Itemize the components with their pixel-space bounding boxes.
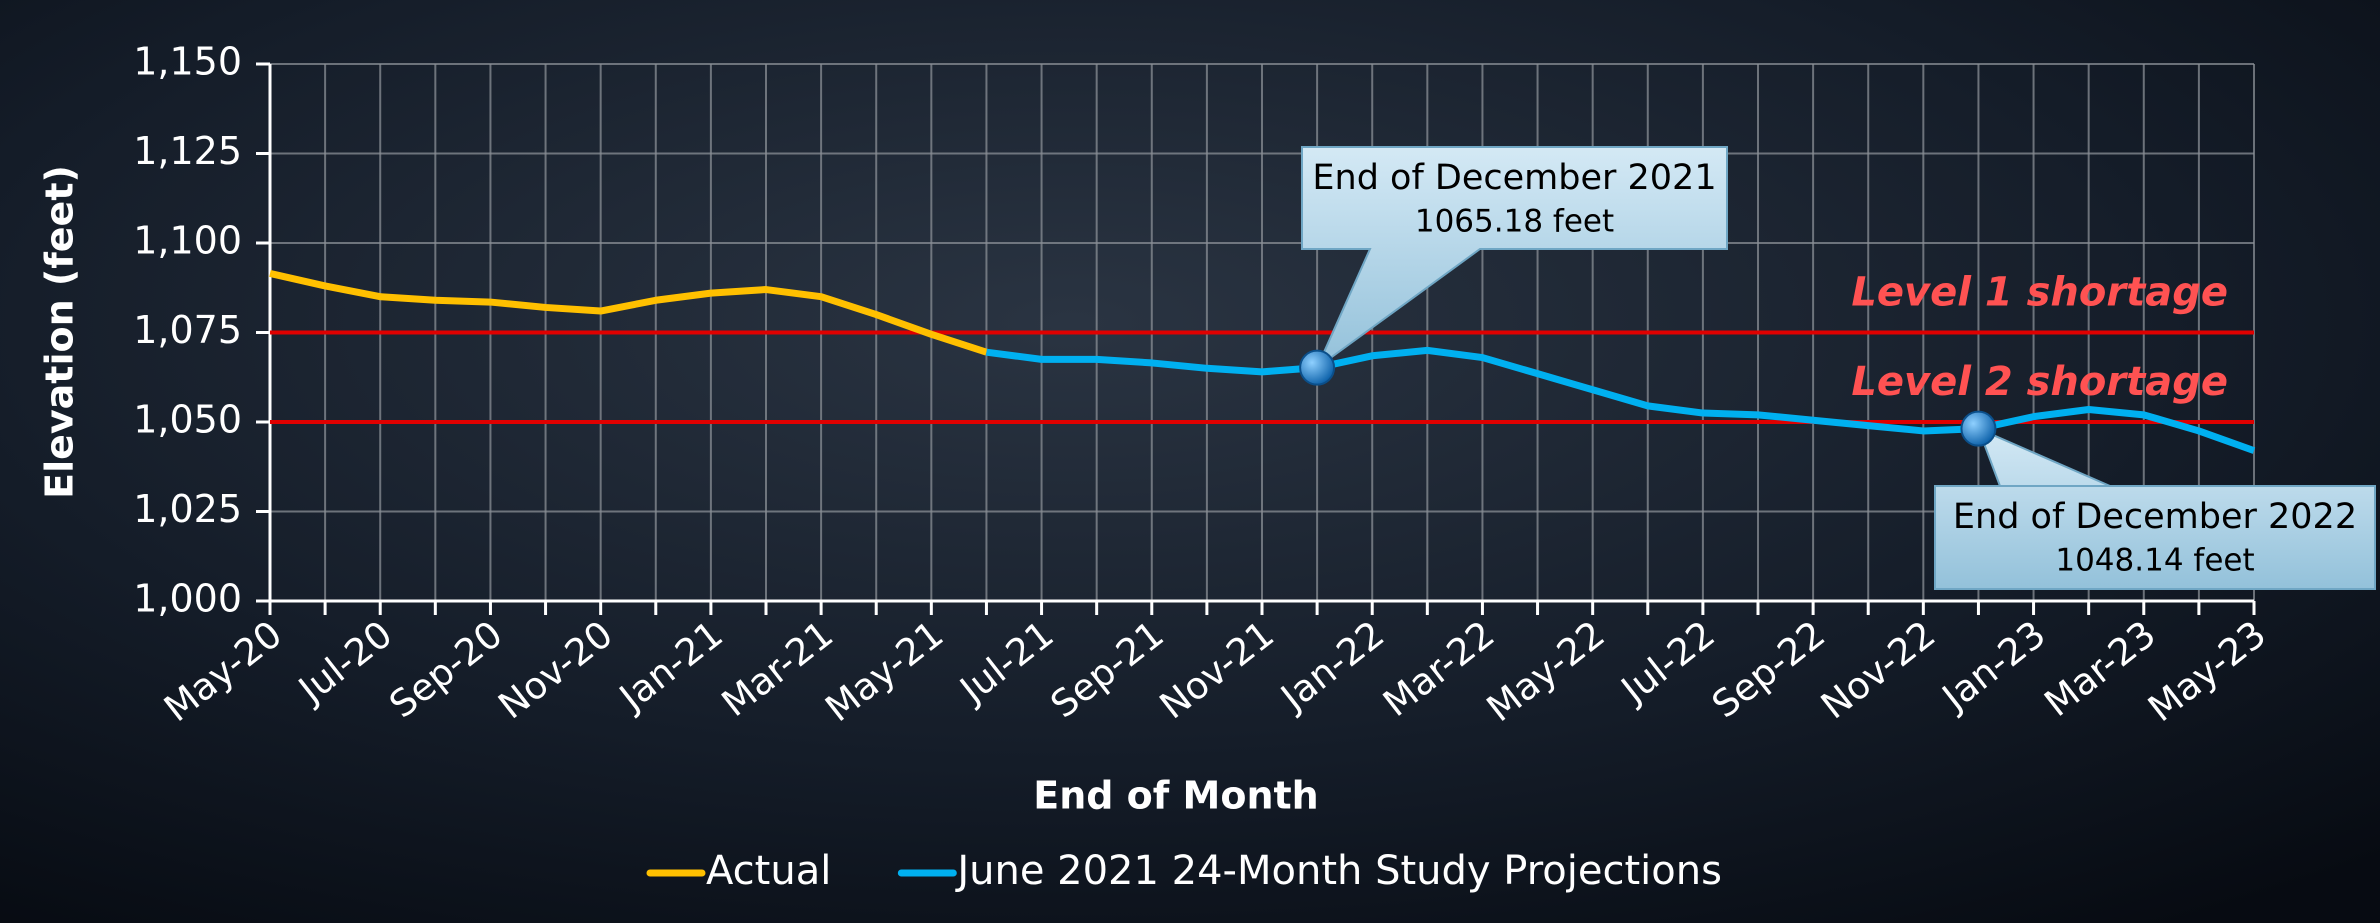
annotation-marker	[1960, 410, 1997, 447]
y-tick-label: 1,050	[133, 398, 242, 442]
x-axis-title: End of Month	[1033, 774, 1319, 818]
callout	[1301, 146, 1728, 371]
y-tick-label: 1,075	[133, 308, 242, 352]
legend-label: Actual	[706, 848, 831, 894]
y-tick-label: 1,025	[133, 487, 242, 531]
y-axis-title: Elevation (feet)	[38, 165, 82, 499]
callout-value: 1048.14 feet	[2055, 543, 2254, 579]
legend-label: June 2021 24-Month Study Projections	[954, 848, 1722, 894]
callout-title: End of December 2021	[1312, 158, 1716, 198]
reference-label: Level 2 shortage	[1851, 359, 2228, 405]
callout-value: 1065.18 feet	[1415, 204, 1614, 240]
y-tick-label: 1,125	[133, 129, 242, 173]
series-line	[985, 346, 2256, 454]
reference-label: Level 1 shortage	[1851, 270, 2228, 316]
y-tick-label: 1,000	[133, 577, 242, 621]
callout-title: End of December 2022	[1953, 497, 2357, 537]
y-tick-label: 1,100	[133, 219, 242, 263]
annotation-marker	[1299, 349, 1336, 386]
series-line	[269, 270, 988, 356]
y-tick-label: 1,150	[133, 40, 242, 84]
callout	[1934, 426, 2376, 590]
